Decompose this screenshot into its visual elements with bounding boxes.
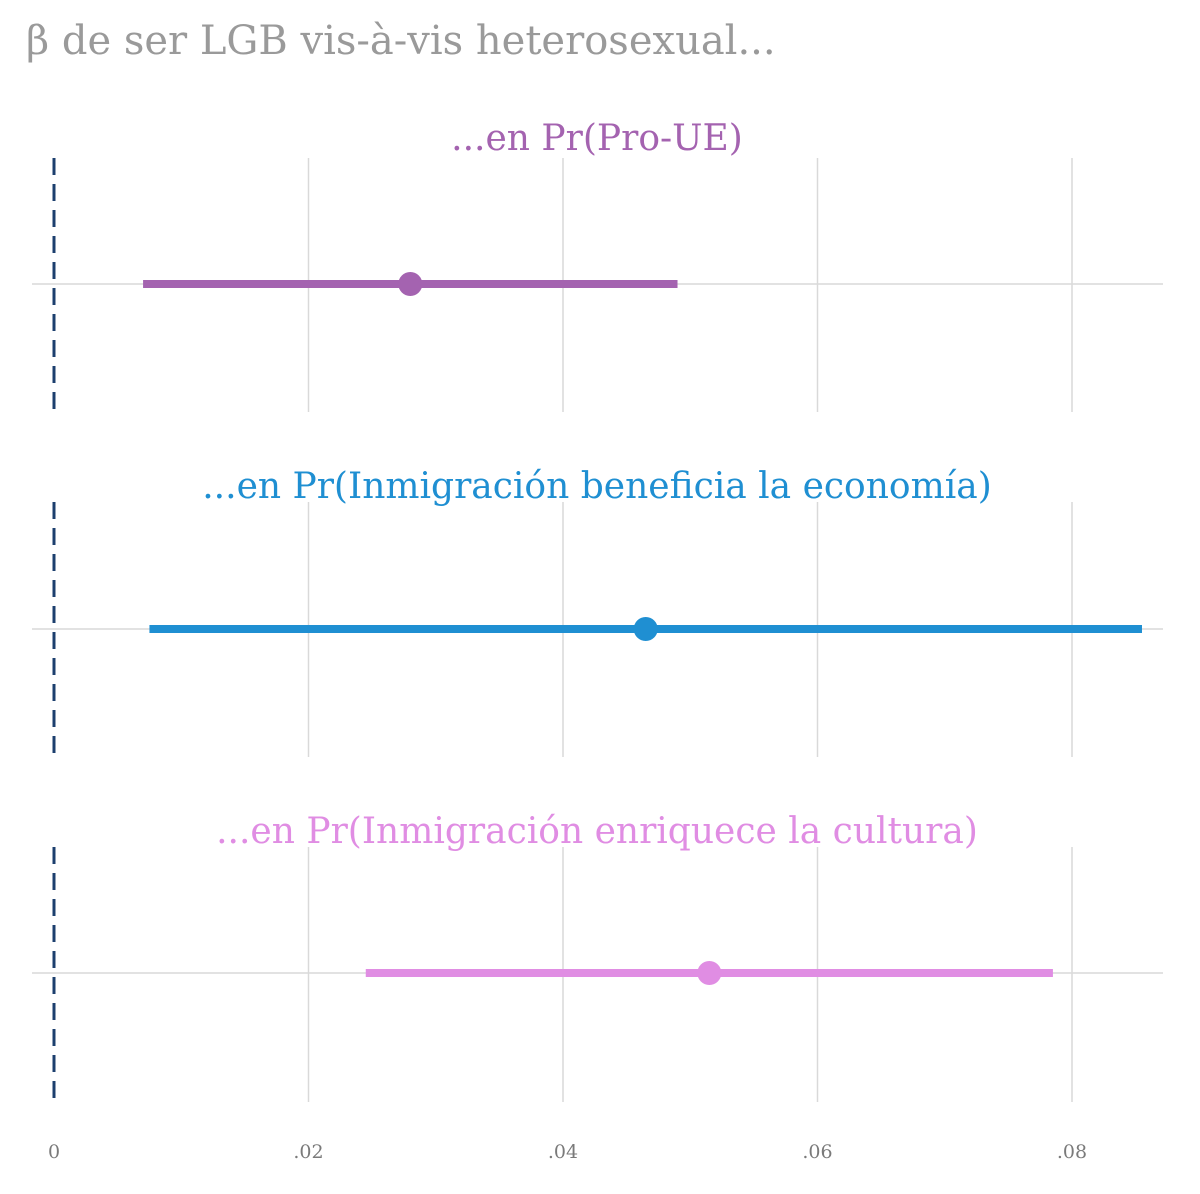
point-estimate (398, 272, 423, 296)
x-tick-label: .08 (1057, 1141, 1087, 1163)
marks-layer: ...en Pr(Pro-UE) ...en Pr(Inmigración ben… (143, 118, 1142, 985)
point-estimate (697, 961, 722, 985)
panel-title: ...en Pr(Pro-UE) (451, 118, 743, 159)
x-tick-label: .04 (548, 1141, 578, 1163)
point-estimate (633, 617, 658, 641)
panel-title: ...en Pr(Inmigración beneficia la econom… (202, 466, 992, 507)
x-tick-label: 0 (48, 1141, 60, 1163)
chart-title: β de ser LGB vis-à-vis heterosexual... (26, 18, 776, 64)
x-axis: 0 .02 .04 .06 .08 (48, 1141, 1087, 1163)
x-tick-label: .06 (802, 1141, 832, 1163)
panel-title: ...en Pr(Inmigración enriquece la cultur… (216, 811, 978, 852)
x-tick-label: .02 (293, 1141, 323, 1163)
